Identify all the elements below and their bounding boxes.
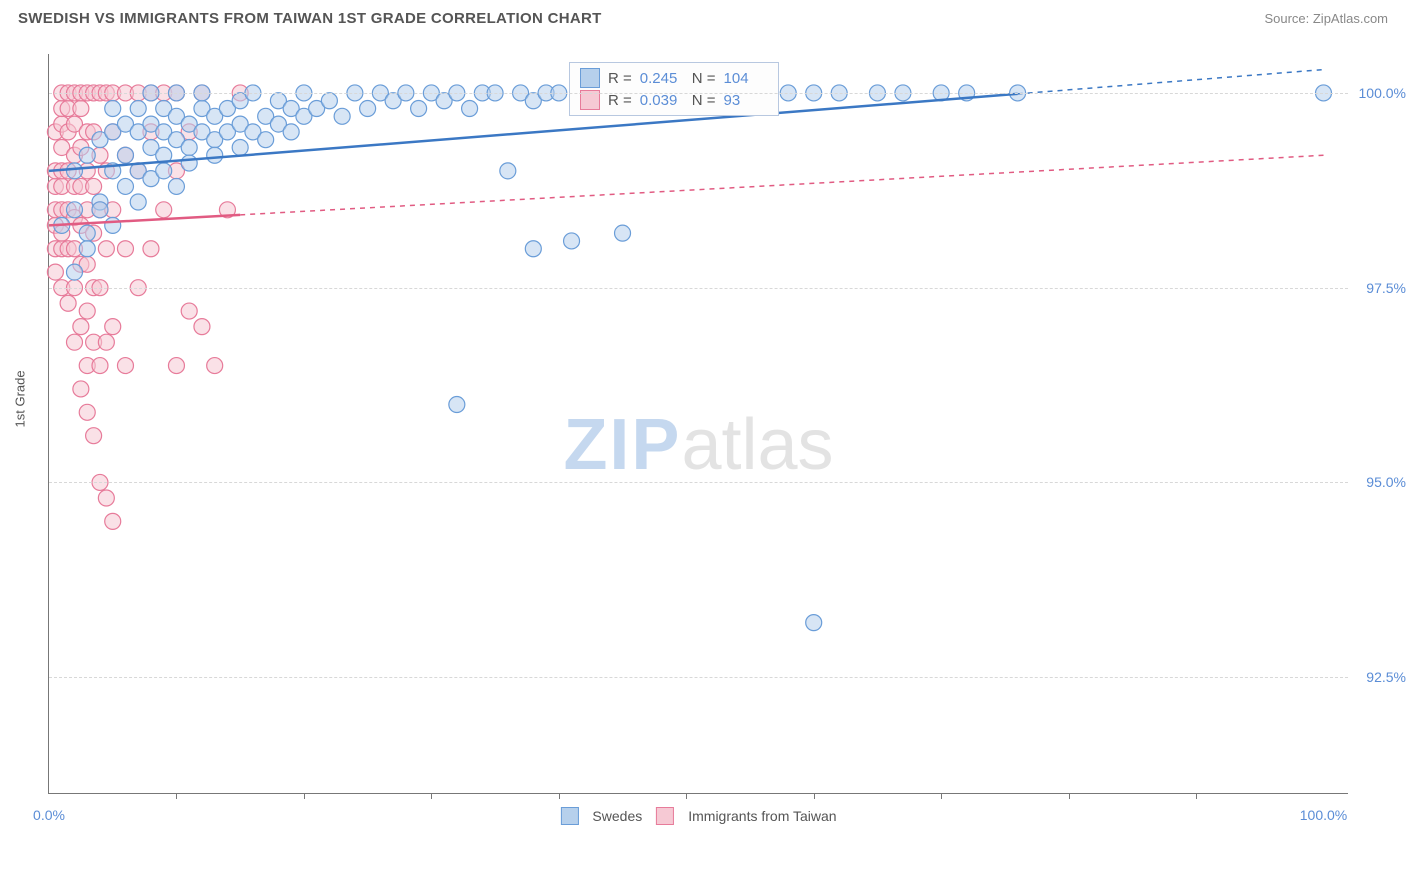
scatter-point — [564, 233, 580, 249]
n-value-swedes: 104 — [724, 70, 768, 87]
legend: Swedes Immigrants from Taiwan — [560, 807, 836, 825]
scatter-point — [207, 147, 223, 163]
scatter-point — [334, 108, 350, 124]
scatter-point — [66, 264, 82, 280]
stats-row-swedes: R = 0.245 N = 104 — [580, 67, 768, 89]
scatter-point — [168, 358, 184, 374]
scatter-point — [117, 178, 133, 194]
y-tick-label: 97.5% — [1366, 280, 1406, 296]
scatter-point — [207, 358, 223, 374]
scatter-point — [283, 124, 299, 140]
scatter-point — [181, 155, 197, 171]
gridline — [49, 93, 1348, 94]
scatter-point — [47, 264, 63, 280]
legend-swatch-taiwan — [656, 807, 674, 825]
chart-plot-area: ZIPatlas R = 0.245 N = 104 R = 0.039 N =… — [48, 54, 1348, 794]
scatter-point — [79, 147, 95, 163]
chart-header: SWEDISH VS IMMIGRANTS FROM TAIWAN 1ST GR… — [0, 0, 1406, 33]
scatter-point — [156, 163, 172, 179]
x-tick-label: 100.0% — [1300, 807, 1347, 823]
y-tick-label: 95.0% — [1366, 474, 1406, 490]
trend-line-dashed — [240, 155, 1323, 215]
r-label: R = — [608, 70, 632, 87]
n-label: N = — [692, 70, 716, 87]
scatter-point — [156, 202, 172, 218]
scatter-point — [105, 101, 121, 117]
scatter-point — [105, 319, 121, 335]
y-tick-label: 100.0% — [1359, 85, 1406, 101]
scatter-point — [130, 101, 146, 117]
gridline — [49, 677, 1348, 678]
scatter-point — [806, 615, 822, 631]
scatter-point — [130, 194, 146, 210]
scatter-point — [66, 334, 82, 350]
scatter-point — [143, 241, 159, 257]
n-value-taiwan: 93 — [724, 92, 768, 109]
scatter-point — [79, 404, 95, 420]
y-tick-label: 92.5% — [1366, 669, 1406, 685]
scatter-point — [98, 241, 114, 257]
legend-label-taiwan: Immigrants from Taiwan — [688, 808, 836, 824]
scatter-point — [98, 490, 114, 506]
correlation-stats-box: R = 0.245 N = 104 R = 0.039 N = 93 — [569, 62, 779, 116]
scatter-point — [86, 428, 102, 444]
scatter-point — [86, 178, 102, 194]
x-tick — [304, 793, 305, 799]
source-label: Source: ZipAtlas.com — [1264, 11, 1388, 26]
trend-line-dashed — [1018, 70, 1324, 94]
r-value-swedes: 0.245 — [640, 70, 684, 87]
x-tick — [431, 793, 432, 799]
x-tick — [814, 793, 815, 799]
x-tick-label: 0.0% — [33, 807, 65, 823]
scatter-point — [360, 101, 376, 117]
scatter-point — [500, 163, 516, 179]
scatter-point — [525, 241, 541, 257]
scatter-point — [73, 381, 89, 397]
scatter-point — [117, 241, 133, 257]
swatch-swedes — [580, 68, 600, 88]
r-label: R = — [608, 92, 632, 109]
x-tick — [941, 793, 942, 799]
scatter-point — [615, 225, 631, 241]
scatter-point — [79, 303, 95, 319]
r-value-taiwan: 0.039 — [640, 92, 684, 109]
scatter-point — [232, 139, 248, 155]
scatter-point — [117, 147, 133, 163]
scatter-point — [105, 513, 121, 529]
scatter-point — [168, 178, 184, 194]
gridline — [49, 482, 1348, 483]
legend-swatch-swedes — [560, 807, 578, 825]
scatter-point — [181, 139, 197, 155]
scatter-point — [92, 358, 108, 374]
scatter-plot-svg — [49, 54, 1348, 793]
y-axis-title: 1st Grade — [13, 370, 28, 427]
scatter-point — [66, 202, 82, 218]
scatter-point — [73, 101, 89, 117]
chart-title: SWEDISH VS IMMIGRANTS FROM TAIWAN 1ST GR… — [18, 10, 602, 27]
scatter-point — [79, 225, 95, 241]
x-tick — [559, 793, 560, 799]
n-label: N = — [692, 92, 716, 109]
scatter-point — [194, 319, 210, 335]
scatter-point — [411, 101, 427, 117]
scatter-point — [449, 397, 465, 413]
gridline — [49, 288, 1348, 289]
scatter-point — [73, 319, 89, 335]
x-tick — [176, 793, 177, 799]
scatter-point — [60, 295, 76, 311]
legend-label-swedes: Swedes — [592, 808, 642, 824]
scatter-point — [462, 101, 478, 117]
x-tick — [1069, 793, 1070, 799]
scatter-point — [105, 217, 121, 233]
scatter-point — [117, 358, 133, 374]
scatter-point — [258, 132, 274, 148]
x-tick — [686, 793, 687, 799]
scatter-point — [66, 163, 82, 179]
scatter-point — [92, 202, 108, 218]
scatter-point — [321, 93, 337, 109]
scatter-point — [98, 334, 114, 350]
scatter-point — [181, 303, 197, 319]
scatter-point — [79, 241, 95, 257]
x-tick — [1196, 793, 1197, 799]
